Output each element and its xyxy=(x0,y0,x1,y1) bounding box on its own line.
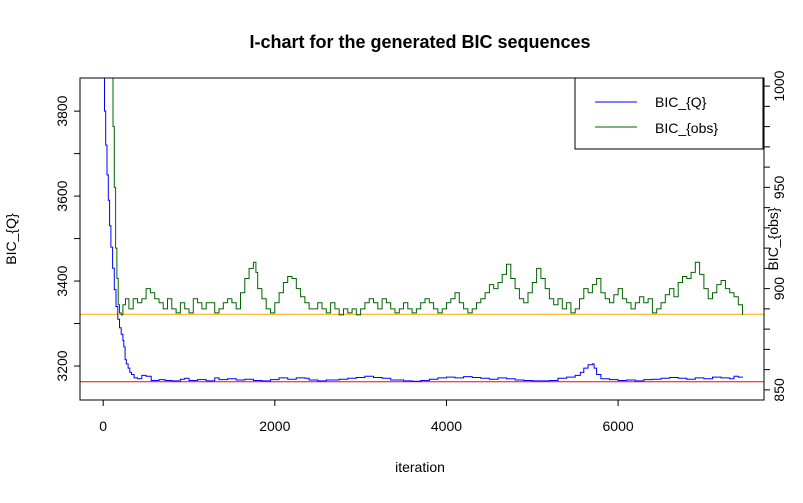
series-line-bic-obs xyxy=(112,78,743,316)
y-axis-left-title: BIC_{Q} xyxy=(3,213,19,265)
axes-layer: 0 2000 4000 6000 3200 3400 3600 3800 850 900 950 10… xyxy=(54,70,787,434)
legend-label-bic-q: BIC_{Q} xyxy=(655,94,707,110)
legend-label-bic-obs: BIC_{obs} xyxy=(655,120,718,136)
x-tick-label: 2000 xyxy=(259,418,290,434)
legend: BIC_{Q} BIC_{obs} xyxy=(574,77,764,150)
y-left-tick-label: 3800 xyxy=(54,95,70,126)
series-line-bic-q xyxy=(104,78,743,382)
y-axis-right-title: BIC_{obs} xyxy=(765,207,781,270)
y-left-tick-label: 3400 xyxy=(54,265,70,296)
y-left-tick-label: 3600 xyxy=(54,180,70,211)
data-layer xyxy=(80,78,764,383)
y-right-tick-label: 950 xyxy=(771,176,787,200)
legend-box xyxy=(574,77,764,150)
chart-title: I-chart for the generated BIC sequences xyxy=(249,32,590,52)
x-tick-label: 4000 xyxy=(431,418,462,434)
y-right-tick-label: 1000 xyxy=(771,70,787,101)
y-right-tick-label: 850 xyxy=(771,378,787,402)
y-left-tick-label: 3200 xyxy=(54,350,70,381)
x-tick-label: 6000 xyxy=(603,418,634,434)
x-tick-label: 0 xyxy=(99,418,107,434)
y-right-tick-label: 900 xyxy=(771,277,787,301)
x-axis-title: iteration xyxy=(395,459,445,475)
